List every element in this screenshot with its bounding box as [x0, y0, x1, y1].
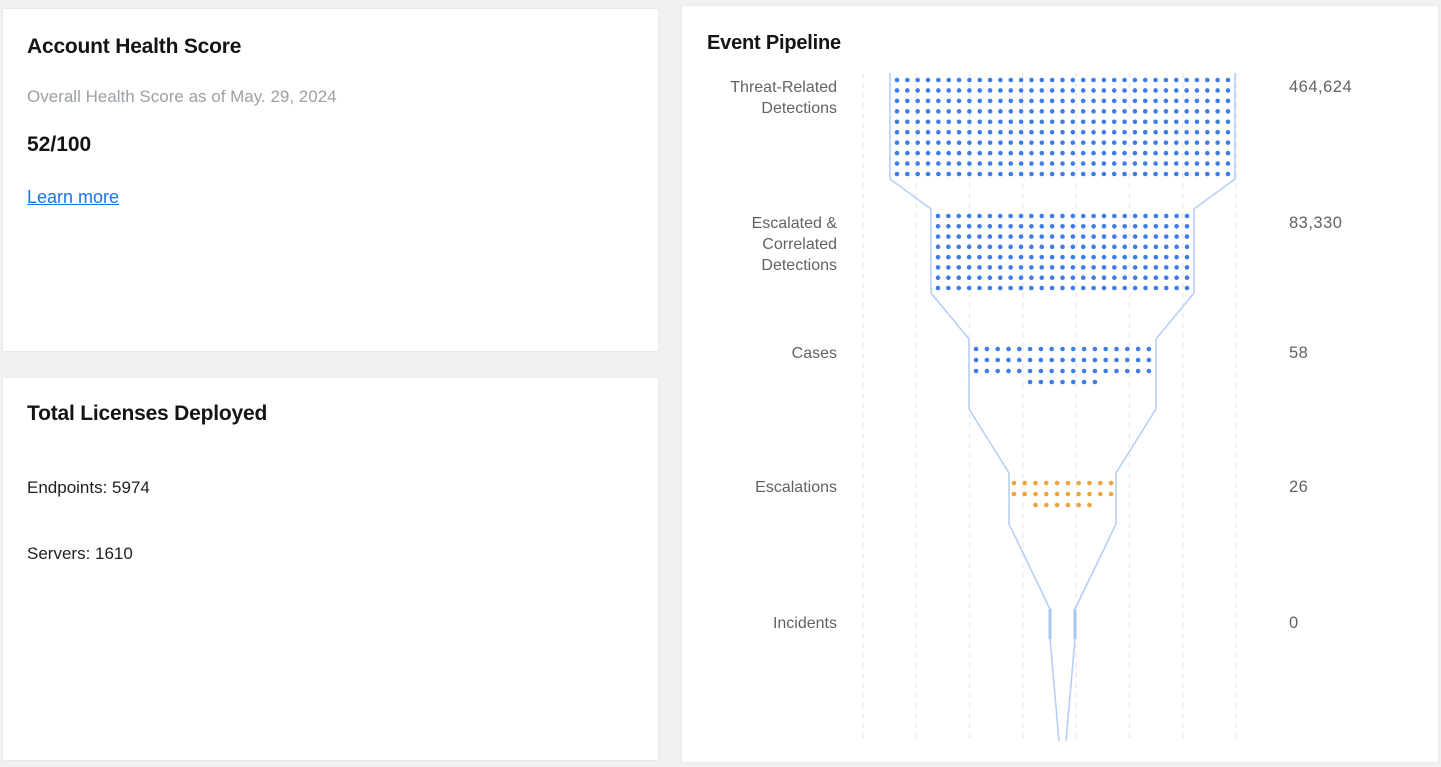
- funnel-chart: Threat-Related Detections 464,624 Escalated…: [730, 73, 1352, 742]
- total-licenses-title: Total Licenses Deployed: [27, 402, 268, 425]
- funnel-stage-label: Threat-Related: [730, 79, 837, 96]
- event-pipeline-title: Event Pipeline: [707, 32, 841, 54]
- funnel-stage-dots: [894, 77, 1231, 177]
- funnel-stage-label: Incidents: [773, 615, 837, 632]
- funnel-stage-label: Detections: [761, 100, 837, 117]
- funnel-stage-label: Cases: [792, 345, 837, 362]
- event-pipeline-card: Event Pipeline Threat-Related Detections 4…: [681, 5, 1439, 763]
- health-score-subtitle: Overall Health Score as of May. 29, 2024: [27, 87, 337, 106]
- funnel-stage-dots: [935, 213, 1190, 291]
- funnel-stage-label: Correlated: [762, 236, 837, 253]
- learn-more-link[interactable]: Learn more: [27, 187, 120, 207]
- funnel-stage-label: Escalations: [755, 479, 837, 496]
- total-licenses-card: Total Licenses Deployed Endpoints: 5974 …: [2, 377, 659, 761]
- funnel-stage-value: 0: [1289, 614, 1299, 632]
- funnel-stage-value: 26: [1289, 478, 1308, 496]
- funnel-stage-label: Escalated &: [752, 215, 838, 232]
- funnel-stage-value: 83,330: [1289, 214, 1342, 232]
- servers-count-line: Servers: 1610: [27, 544, 133, 563]
- endpoints-count-line: Endpoints: 5974: [27, 478, 150, 497]
- funnel-stage-label: Detections: [761, 257, 837, 274]
- funnel-outline-left: [889, 73, 1060, 742]
- funnel-outline-right: [1065, 73, 1236, 742]
- health-score-value: 52/100: [27, 133, 92, 156]
- funnel-stage-dots: [973, 346, 1152, 385]
- funnel-stage-dots: [1011, 480, 1114, 508]
- funnel-stage-value: 464,624: [1289, 78, 1352, 96]
- account-health-title: Account Health Score: [27, 35, 242, 58]
- funnel-stage-value: 58: [1289, 344, 1308, 362]
- account-health-card: Account Health Score Overall Health Scor…: [2, 8, 659, 352]
